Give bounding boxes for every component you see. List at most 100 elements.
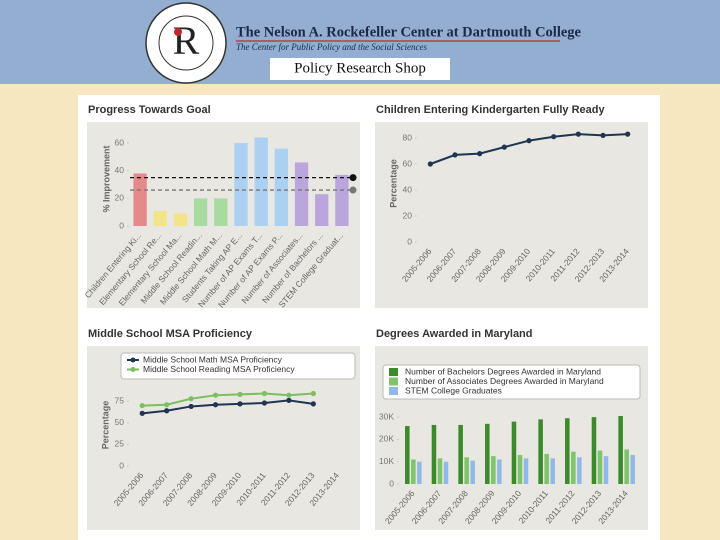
chart-title: Middle School MSA Proficiency [88,328,253,340]
point [212,392,219,398]
bar [523,458,529,484]
page-title-box [270,58,450,80]
y-tick-label: 60 [403,158,413,168]
bar [497,459,502,484]
legend-label: Middle School Reading MSA Proficiency [143,364,295,374]
legend-label: Number of Associates Degrees Awarded in … [405,376,604,386]
point [164,402,170,408]
bar [405,426,410,484]
point [286,392,292,398]
bar [193,198,208,226]
logo-letter: R [173,18,200,63]
bar [565,418,570,484]
bar [591,417,597,484]
y-tick-label: 50 [115,417,125,427]
bar [294,162,309,226]
chart-title: Children Entering Kindergarten Fully Rea… [376,104,605,116]
bar [411,459,416,484]
point [188,403,194,410]
bar [431,424,437,484]
bar [544,453,549,484]
point [551,134,557,140]
y-tick-label: 60 [115,137,125,147]
bar [485,423,490,484]
bar [597,450,603,484]
y-tick-label: 75 [115,396,125,406]
line [142,399,314,415]
legend-swatch [389,377,398,386]
point [575,131,581,137]
bar [274,148,289,226]
bar [254,137,268,226]
point [526,138,532,144]
point [237,401,243,407]
y-tick-label: 30K [379,411,394,421]
bar [335,174,349,226]
point [139,402,145,409]
bar [173,213,188,226]
legend [120,352,356,380]
y-axis-label: % Improvement [101,145,111,212]
bar [417,461,422,484]
chart-panel [375,122,648,308]
bar [618,416,623,484]
bar [458,424,463,484]
legend-swatch [389,387,398,395]
legend-marker [130,367,136,372]
header-subtitle: The Center for Public Policy and the Soc… [236,42,427,52]
point [261,400,268,406]
bar [470,460,475,484]
point [501,144,507,150]
point [188,396,194,402]
legend-label: Number of Bachelors Degrees Awarded in M… [405,366,601,376]
point [286,397,292,403]
y-tick-label: 0 [407,236,412,246]
bar [443,461,449,484]
y-tick-label: 80 [403,132,413,142]
point [477,151,483,157]
point [625,131,631,137]
bar [517,455,523,484]
bar [464,457,469,484]
point [237,391,243,397]
bar [511,421,517,484]
y-tick-label: 40 [115,165,125,175]
y-tick-label: 40 [403,184,413,194]
bar [214,198,228,226]
chart-title: Degrees Awarded in Maryland [376,328,533,340]
logo-dot [174,28,182,36]
point [310,390,316,397]
bar [234,143,248,226]
bar [630,455,635,484]
y-axis-label: Percentage [388,159,398,208]
page-title: Policy Research Shop [294,60,426,76]
legend-marker [130,357,136,363]
chart-title: Progress Towards Goal [88,104,211,116]
point [261,390,268,397]
bar [153,210,167,226]
bar [437,458,443,484]
legend [382,364,641,400]
logo [145,2,227,84]
line [142,392,314,407]
logo-ring [158,15,214,71]
bar [538,419,543,484]
bar [315,194,329,226]
y-tick-label: 20 [115,193,125,203]
bar [571,451,576,484]
y-tick-label: 25 [115,439,125,449]
point [452,152,458,158]
legend-swatch [389,368,398,376]
point [427,161,433,167]
bar [577,457,582,484]
y-tick-label: 10K [379,456,394,466]
legend-label: STEM College Graduates [405,385,502,395]
reference-dot [349,186,357,194]
point [310,401,316,407]
point [600,132,606,138]
bar [550,458,555,484]
bar [603,456,609,484]
legend-label: Middle School Math MSA Proficiency [143,354,283,364]
y-tick-label: 0 [119,220,124,230]
